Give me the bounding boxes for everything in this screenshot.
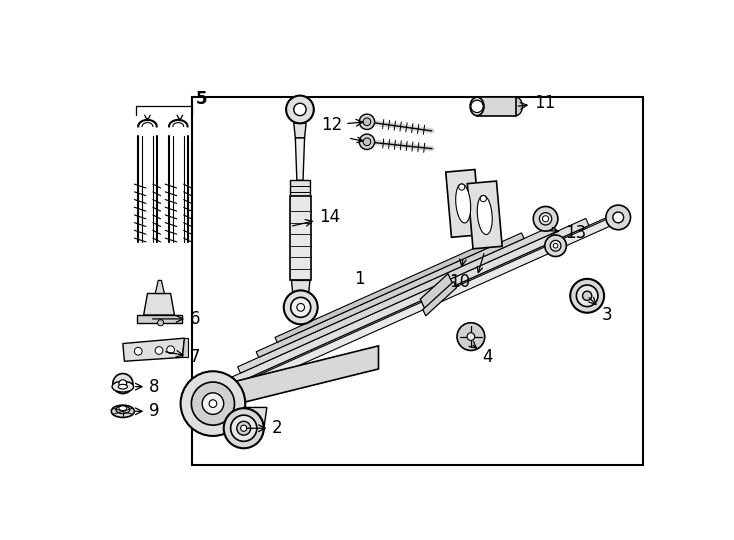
Bar <box>477 97 515 116</box>
Circle shape <box>359 134 374 150</box>
Text: 10: 10 <box>448 259 470 291</box>
Ellipse shape <box>470 97 484 116</box>
Circle shape <box>209 400 217 408</box>
Ellipse shape <box>118 384 128 389</box>
Text: 4: 4 <box>469 341 493 367</box>
Polygon shape <box>290 180 310 195</box>
Circle shape <box>363 118 371 126</box>
Polygon shape <box>144 294 175 315</box>
Circle shape <box>467 333 475 340</box>
Text: 14: 14 <box>293 208 341 226</box>
Circle shape <box>480 195 487 202</box>
Circle shape <box>550 240 561 251</box>
Circle shape <box>230 415 257 441</box>
Circle shape <box>134 347 142 355</box>
Circle shape <box>606 205 631 229</box>
Polygon shape <box>219 219 589 389</box>
Text: 13: 13 <box>548 224 587 242</box>
Circle shape <box>457 323 484 350</box>
Ellipse shape <box>509 97 523 116</box>
Circle shape <box>539 213 552 225</box>
Circle shape <box>155 347 163 354</box>
Text: 11: 11 <box>518 94 556 112</box>
Polygon shape <box>275 239 496 342</box>
Text: 1: 1 <box>354 270 365 288</box>
Polygon shape <box>423 281 457 316</box>
Circle shape <box>294 103 306 116</box>
Polygon shape <box>290 195 311 280</box>
Circle shape <box>237 421 251 435</box>
Circle shape <box>576 285 598 307</box>
Polygon shape <box>123 338 184 361</box>
Circle shape <box>181 372 245 436</box>
Polygon shape <box>182 338 187 357</box>
Polygon shape <box>294 123 306 138</box>
Ellipse shape <box>112 405 134 417</box>
Circle shape <box>291 298 310 318</box>
Circle shape <box>459 184 465 190</box>
Circle shape <box>119 380 127 387</box>
Circle shape <box>583 291 592 300</box>
Circle shape <box>113 374 133 394</box>
Polygon shape <box>291 280 310 296</box>
Circle shape <box>286 96 314 123</box>
Polygon shape <box>155 280 164 294</box>
Circle shape <box>158 320 164 326</box>
Circle shape <box>167 346 175 354</box>
Text: 3: 3 <box>589 298 612 324</box>
Ellipse shape <box>116 406 130 414</box>
Polygon shape <box>256 233 524 357</box>
Circle shape <box>192 382 234 425</box>
Text: 12: 12 <box>321 116 363 134</box>
Polygon shape <box>192 346 379 415</box>
Polygon shape <box>468 181 502 249</box>
Circle shape <box>241 425 247 431</box>
Ellipse shape <box>119 406 127 410</box>
Polygon shape <box>137 315 182 323</box>
Circle shape <box>359 114 374 130</box>
Text: 8: 8 <box>135 377 159 396</box>
Bar <box>192 97 644 465</box>
Circle shape <box>534 206 558 231</box>
Text: 7: 7 <box>166 348 200 367</box>
Polygon shape <box>477 195 493 234</box>
Circle shape <box>613 212 624 223</box>
Polygon shape <box>201 211 626 408</box>
Circle shape <box>545 235 567 256</box>
Ellipse shape <box>112 381 134 392</box>
Text: 6: 6 <box>153 310 200 328</box>
Polygon shape <box>446 170 481 237</box>
Circle shape <box>542 215 548 222</box>
Polygon shape <box>421 274 452 309</box>
Text: 2: 2 <box>247 419 283 437</box>
Text: 9: 9 <box>135 402 159 420</box>
Polygon shape <box>295 138 305 180</box>
Polygon shape <box>238 225 556 373</box>
Circle shape <box>363 138 371 146</box>
Circle shape <box>202 393 224 414</box>
Circle shape <box>553 244 558 248</box>
Circle shape <box>297 303 305 311</box>
Circle shape <box>224 408 264 448</box>
Text: 5: 5 <box>196 90 207 107</box>
Circle shape <box>570 279 604 313</box>
Circle shape <box>471 100 483 112</box>
Polygon shape <box>456 184 470 223</box>
Polygon shape <box>240 408 267 434</box>
Circle shape <box>284 291 318 325</box>
